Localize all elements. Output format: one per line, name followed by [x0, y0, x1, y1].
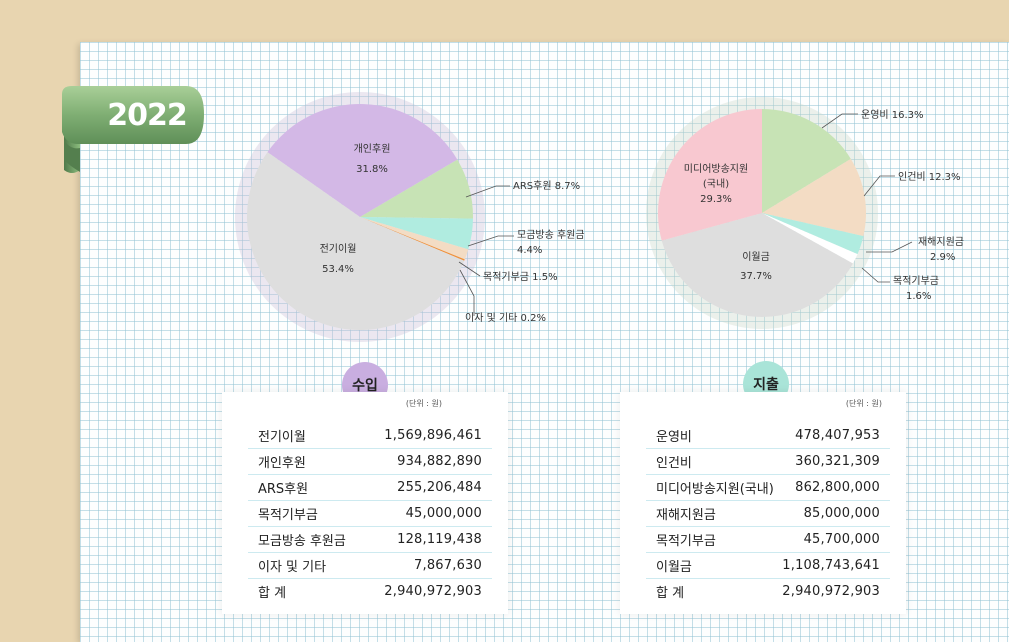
expense-unit-label: (단위 : 원) — [845, 399, 882, 408]
row-name: 합 계 — [656, 586, 685, 601]
table-row: 목적기부금 45,700,000 — [646, 527, 890, 553]
row-value: 862,800,000 — [795, 480, 880, 495]
income-label-ija: 이자 및 기타 0.2% — [465, 312, 546, 324]
table-row: 재해지원금 85,000,000 — [646, 501, 890, 527]
table-row: 개인후원 934,882,890 — [248, 449, 492, 475]
row-value: 1,108,743,641 — [782, 558, 880, 573]
pie-slice-0 — [267, 104, 458, 217]
expense-leader-jaehae — [866, 241, 913, 253]
expense-label-jaehae: 재해지원금 — [918, 235, 964, 248]
pie-slice-5 — [246, 152, 465, 331]
expense-table: (단위 : 원) 운영비 478,407,953 인건비 360,321,309 미디어… — [620, 392, 906, 614]
expense-label-unyeong: 운영비 16.3% — [861, 109, 924, 121]
pie-slice-0 — [762, 109, 851, 213]
expense-label-media-pct: 29.3% — [700, 194, 732, 205]
row-name: 합 계 — [258, 586, 287, 601]
pie-slice-1 — [762, 158, 867, 237]
row-value: 85,000,000 — [803, 506, 880, 521]
pie-slice-2 — [762, 213, 864, 255]
income-pie-chart — [235, 92, 485, 342]
row-name: 재해지원금 — [656, 508, 716, 523]
income-label-jeongi: 전기이월 — [320, 243, 357, 255]
row-value: 45,000,000 — [405, 506, 482, 521]
table-row: 전기이월 1,569,896,461 — [248, 423, 492, 449]
year-label: 2022 — [107, 98, 188, 133]
income-label-mokjeok: 목적기부금 1.5% — [483, 271, 558, 283]
year-ribbon — [62, 86, 204, 173]
row-name: 운영비 — [656, 430, 692, 445]
row-name: 목적기부금 — [258, 508, 318, 523]
income-label-mogeum: 모금방송 후원금 — [517, 229, 585, 241]
table-row: 미디어방송지원(국내) 862,800,000 — [646, 475, 890, 501]
row-value: 45,700,000 — [803, 532, 880, 547]
pie-slice-4 — [360, 217, 465, 261]
row-name: 이월금 — [656, 560, 692, 575]
row-value: 360,321,309 — [795, 454, 880, 469]
row-value: 1,569,896,461 — [384, 428, 482, 443]
income-unit-label: (단위 : 원) — [405, 399, 442, 408]
expense-leader-mokjeok — [861, 267, 890, 283]
row-value: 128,119,438 — [397, 532, 482, 547]
pie-slice-3 — [762, 213, 858, 264]
pie-slice-1 — [360, 159, 473, 219]
row-value: 478,407,953 — [795, 428, 880, 443]
pie-slice-2 — [360, 217, 473, 250]
income-rows: 전기이월 1,569,896,461 개인후원 934,882,890 ARS후원 255… — [248, 423, 492, 604]
expense-label-ingeon: 인건비 12.3% — [898, 171, 961, 183]
row-value: 255,206,484 — [397, 480, 482, 495]
table-row: 운영비 478,407,953 — [646, 423, 890, 449]
row-name: 인건비 — [656, 456, 692, 471]
row-value: 2,940,972,903 — [782, 584, 880, 599]
pie-slice-3 — [360, 217, 469, 260]
table-row: 이자 및 기타 7,867,630 — [248, 553, 492, 579]
row-value: 2,940,972,903 — [384, 584, 482, 599]
expense-label-mokjeok-pct: 1.6% — [906, 291, 931, 302]
expense-pie-chart — [646, 97, 878, 329]
income-label-gaein: 개인후원 — [354, 143, 391, 155]
income-leader-mogeum — [467, 235, 514, 247]
pie-slice-4 — [661, 213, 853, 318]
expense-label-jaehae-pct: 2.9% — [930, 252, 955, 263]
row-name: 미디어방송지원(국내) — [656, 482, 774, 497]
table-row: 합 계 2,940,972,903 — [248, 579, 492, 604]
expense-label-media-sub: (국내) — [703, 178, 729, 190]
income-label-mogeum-pct: 4.4% — [517, 245, 542, 256]
table-row: 모금방송 후원금 128,119,438 — [248, 527, 492, 553]
row-name: 이자 및 기타 — [258, 560, 327, 575]
pie-slice-5 — [658, 109, 762, 241]
table-row: 이월금 1,108,743,641 — [646, 553, 890, 579]
income-leader-ija — [459, 269, 475, 316]
income-label-jeongi-pct: 53.4% — [322, 264, 354, 275]
income-leader-ars — [465, 185, 510, 198]
table-row: 합 계 2,940,972,903 — [646, 579, 890, 604]
expense-label-iwol-pct: 37.7% — [740, 271, 772, 282]
expense-label-media: 미디어방송지원 — [684, 163, 748, 175]
row-name: 전기이월 — [258, 430, 306, 445]
row-value: 7,867,630 — [414, 558, 482, 573]
row-value: 934,882,890 — [397, 454, 482, 469]
row-name: 개인후원 — [258, 456, 306, 471]
row-name: 모금방송 후원금 — [258, 534, 346, 549]
income-leader-mokjeok — [458, 261, 481, 277]
row-name: 목적기부금 — [656, 534, 716, 549]
expense-label-iwol: 이월금 — [742, 251, 770, 263]
table-row: ARS후원 255,206,484 — [248, 475, 492, 501]
expense-rows: 운영비 478,407,953 인건비 360,321,309 미디어방송지원(국내) 8… — [646, 423, 890, 604]
expense-label-mokjeok: 목적기부금 — [893, 275, 939, 287]
income-table: (단위 : 원) 전기이월 1,569,896,461 개인후원 934,882,89… — [222, 392, 508, 614]
income-label-gaein-pct: 31.8% — [356, 164, 388, 175]
expense-leader-unyeong — [821, 113, 858, 129]
table-row: 목적기부금 45,000,000 — [248, 501, 492, 527]
row-name: ARS후원 — [258, 482, 309, 497]
table-row: 인건비 360,321,309 — [646, 449, 890, 475]
expense-leader-ingeon — [863, 175, 895, 197]
income-label-ars: ARS후원 8.7% — [513, 180, 580, 192]
